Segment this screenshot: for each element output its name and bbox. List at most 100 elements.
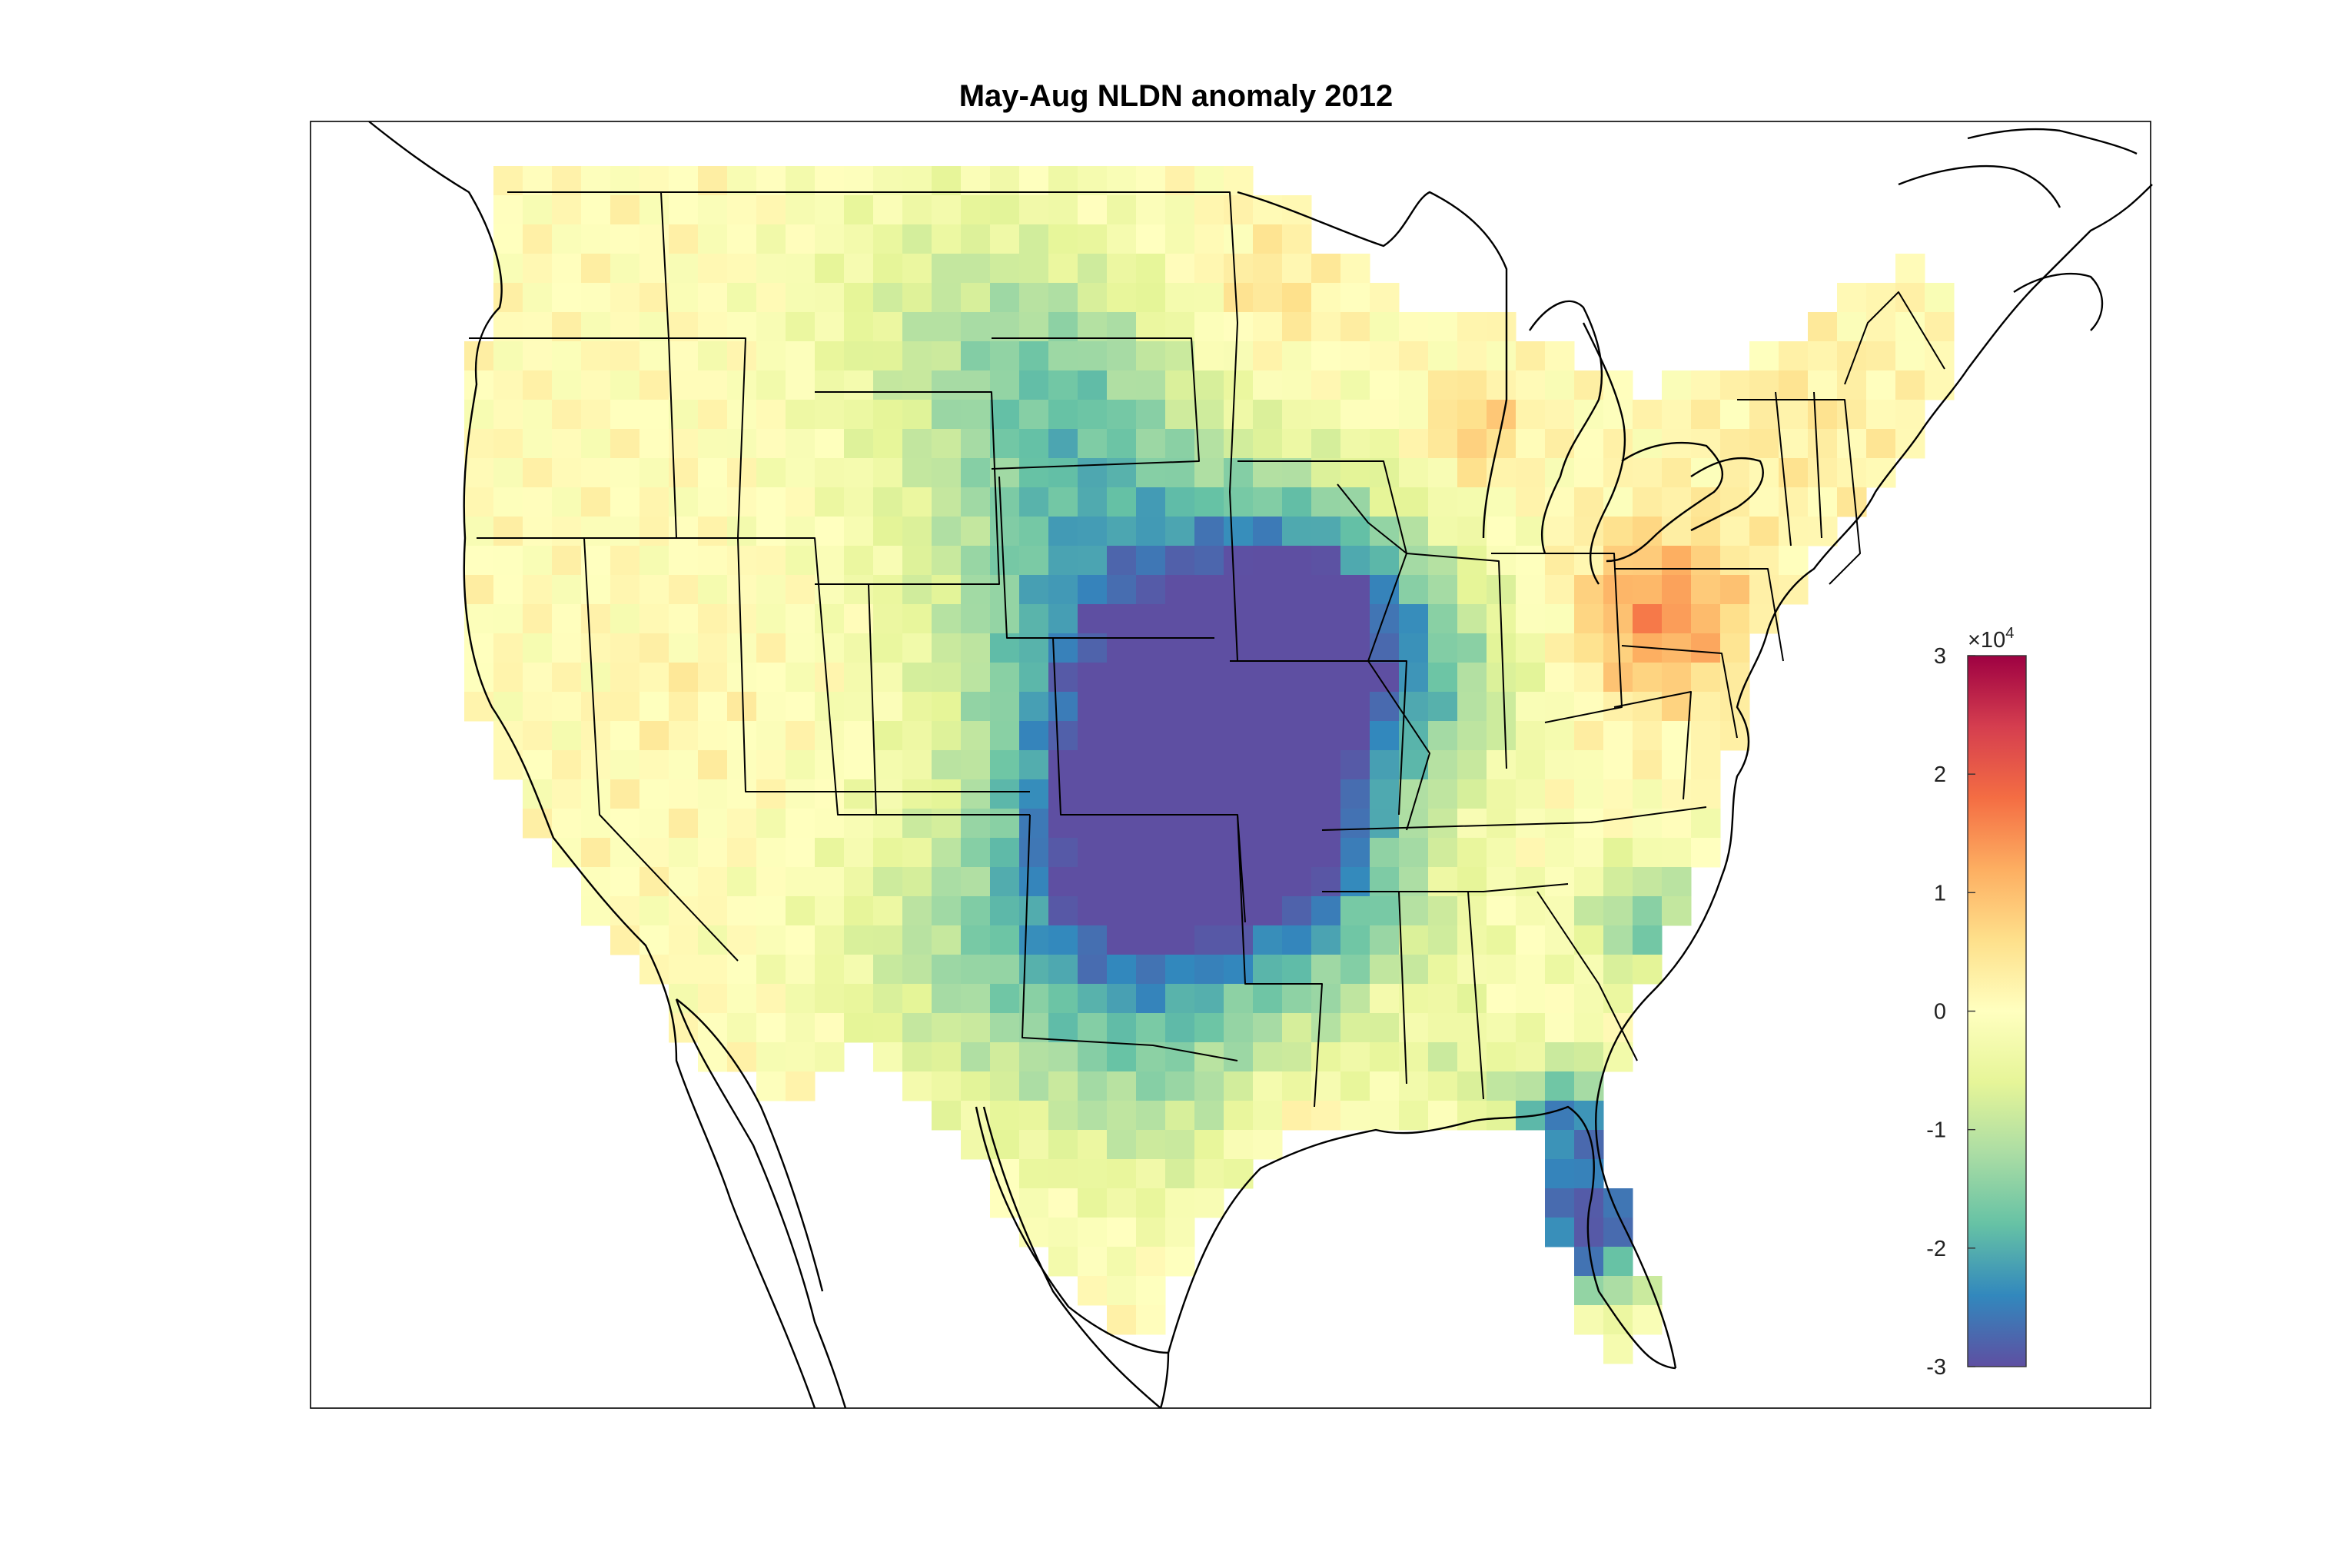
heatmap-cell [1428, 458, 1458, 488]
heatmap-cell [1048, 809, 1078, 839]
heatmap-cell [1749, 487, 1779, 517]
colorbar-tick-label: -2 [1926, 1237, 1946, 1261]
colorbar-ticks: 3 2 1 0 -1 -2 -3 [1926, 644, 1975, 1380]
heatmap-cell [756, 692, 786, 722]
heatmap-cell [786, 166, 816, 196]
heatmap-cell [552, 721, 582, 751]
heatmap-cell [815, 925, 845, 955]
heatmap-cell [1691, 809, 1721, 839]
heatmap-cell [1691, 370, 1721, 400]
heatmap-cell [844, 458, 874, 488]
heatmap-cell [815, 487, 845, 517]
heatmap-cell [1253, 458, 1283, 488]
heatmap-cell [990, 1013, 1020, 1043]
heatmap-cell [1603, 750, 1633, 780]
heatmap-cell [581, 633, 611, 663]
heatmap-cell [1224, 1101, 1254, 1131]
heatmap-cell [1603, 575, 1633, 605]
heatmap-cell [1545, 838, 1575, 868]
heatmap-cell [1136, 809, 1166, 839]
heatmap-cell [1691, 546, 1721, 576]
heatmap-cell [990, 224, 1020, 254]
heatmap-cell [1224, 487, 1254, 517]
heatmap-cell [990, 779, 1020, 809]
heatmap-cell [1808, 370, 1838, 400]
heatmap-cell [873, 1013, 903, 1043]
heatmap-cell [1487, 750, 1517, 780]
heatmap-cell [1078, 925, 1108, 955]
heatmap-cell [932, 224, 962, 254]
colorbar-tick-label: 1 [1934, 881, 1946, 905]
heatmap-cell [1516, 779, 1546, 809]
heatmap-cell [1749, 370, 1779, 400]
heatmap-cell [1370, 370, 1400, 400]
heatmap-cell [1428, 400, 1458, 430]
heatmap-cell [1428, 1013, 1458, 1043]
heatmap-cell [1311, 838, 1341, 868]
heatmap-cell [1633, 1276, 1663, 1306]
heatmap-cell [493, 663, 523, 693]
heatmap-cell [639, 604, 669, 634]
heatmap-cell [669, 896, 699, 926]
heatmap-cell [961, 663, 991, 693]
heatmap-cell [1136, 867, 1166, 897]
heatmap-cell [873, 546, 903, 576]
heatmap-cell [1487, 341, 1517, 371]
heatmap-cell [523, 721, 553, 751]
heatmap-cell [990, 721, 1020, 751]
heatmap-cell [1107, 1276, 1137, 1306]
heatmap-cell [1311, 984, 1341, 1014]
heatmap-cell [1282, 809, 1312, 839]
heatmap-cell [698, 487, 728, 517]
heatmap-cell [639, 517, 669, 546]
heatmap-cell [1078, 809, 1108, 839]
heatmap-cell [815, 750, 845, 780]
heatmap-cell [990, 867, 1020, 897]
heatmap-cell [1048, 283, 1078, 313]
heatmap-cell [1545, 575, 1575, 605]
heatmap-cell [1253, 517, 1283, 546]
heatmap-cell [1253, 546, 1283, 576]
heatmap-cell [1078, 750, 1108, 780]
colorbar-tick-label: -3 [1926, 1355, 1946, 1380]
heatmap-cell [1545, 1042, 1575, 1072]
heatmap-cell [1516, 400, 1546, 430]
heatmap-cell [1107, 487, 1137, 517]
heatmap-cell [1662, 838, 1692, 868]
heatmap-cell [1107, 1188, 1137, 1218]
colorbar-gradient [1967, 655, 2027, 1367]
heatmap-cell [1370, 721, 1400, 751]
heatmap-cell [1749, 429, 1779, 459]
heatmap-cell [1340, 429, 1370, 459]
heatmap-cell [1749, 575, 1779, 605]
heatmap-cell [523, 692, 553, 722]
heatmap-cell [1019, 195, 1049, 225]
heatmap-cell [1107, 1130, 1137, 1160]
heatmap-cell [815, 254, 845, 284]
heatmap-cell [1019, 1159, 1049, 1189]
heatmap-cell [902, 487, 932, 517]
heatmap-cell [815, 546, 845, 576]
heatmap-cell [1282, 487, 1312, 517]
heatmap-cell [1019, 370, 1049, 400]
heatmap-cell [1399, 750, 1429, 780]
heatmap-cell [1078, 166, 1108, 196]
heatmap-cell [932, 429, 962, 459]
heatmap-cell [1165, 750, 1195, 780]
heatmap-cell [844, 867, 874, 897]
heatmap-cell [1545, 1013, 1575, 1043]
heatmap-cell [1487, 838, 1517, 868]
heatmap-cell [523, 604, 553, 634]
heatmap-cell [1428, 955, 1458, 985]
heatmap-cell [493, 604, 523, 634]
heatmap-cell [1457, 429, 1487, 459]
heatmap-cell [1545, 721, 1575, 751]
heatmap-cell [961, 224, 991, 254]
heatmap-cell [1399, 809, 1429, 839]
heatmap-cell [1311, 254, 1341, 284]
heatmap-cell [610, 779, 640, 809]
heatmap-cell [1545, 984, 1575, 1014]
heatmap-cell [1808, 341, 1838, 371]
heatmap-cell [1165, 341, 1195, 371]
heatmap-cell [1603, 487, 1633, 517]
